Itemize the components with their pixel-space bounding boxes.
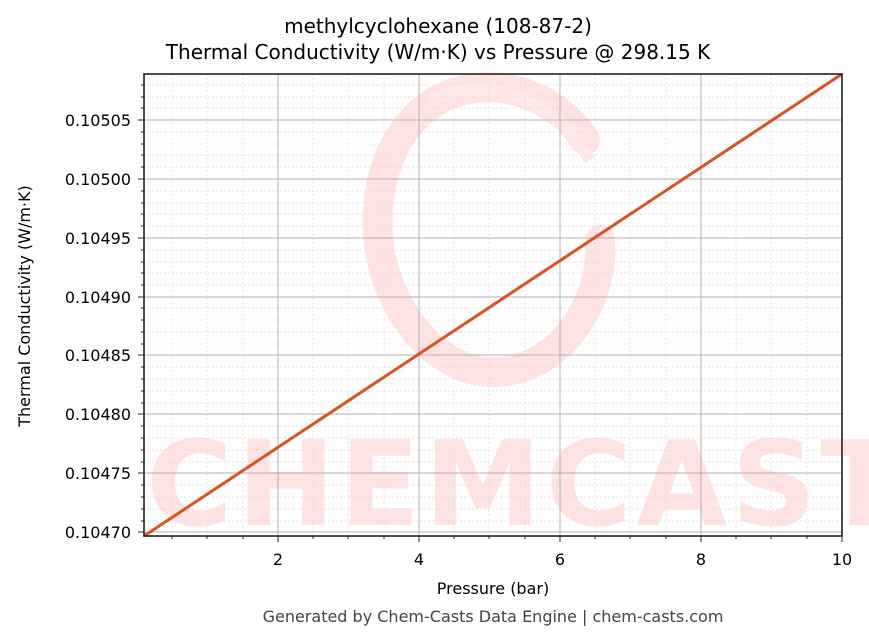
chart-title-line1: methylcyclohexane (108-87-2) (284, 14, 592, 38)
x-tick-label: 2 (273, 550, 283, 569)
y-tick-label: 0.10505 (65, 111, 131, 130)
x-axis-label: Pressure (bar) (437, 579, 549, 598)
y-tick-label: 0.10500 (65, 170, 131, 189)
y-axis-tick-labels: 0.10470 0.10475 0.10480 0.10485 0.10490 … (65, 111, 131, 542)
y-tick-label: 0.10485 (65, 346, 131, 365)
x-tick-label: 6 (555, 550, 565, 569)
y-tick-label: 0.10480 (65, 405, 131, 424)
major-grid (144, 74, 842, 536)
y-tick-label: 0.10475 (65, 464, 131, 483)
x-tick-label: 4 (414, 550, 424, 569)
chart-title-line2: Thermal Conductivity (W/m·K) vs Pressure… (165, 40, 711, 64)
minor-grid (144, 74, 842, 536)
y-tick-label: 0.10470 (65, 523, 131, 542)
plot-frame (143, 73, 843, 537)
x-tick-label: 10 (832, 550, 852, 569)
watermark-logo-icon (362, 72, 616, 388)
y-axis-label: Thermal Conductivity (W/m·K) (15, 185, 34, 428)
y-tick-label: 0.10490 (65, 288, 131, 307)
x-tick-label: 8 (696, 550, 706, 569)
y-axis-ticks (138, 84, 144, 533)
y-tick-label: 0.10495 (65, 229, 131, 248)
footer-credit: Generated by Chem-Casts Data Engine | ch… (262, 607, 724, 626)
x-axis-tick-labels: 2 4 6 8 10 (273, 550, 852, 569)
x-axis-ticks (171, 536, 843, 542)
data-series-line (143, 72, 843, 538)
